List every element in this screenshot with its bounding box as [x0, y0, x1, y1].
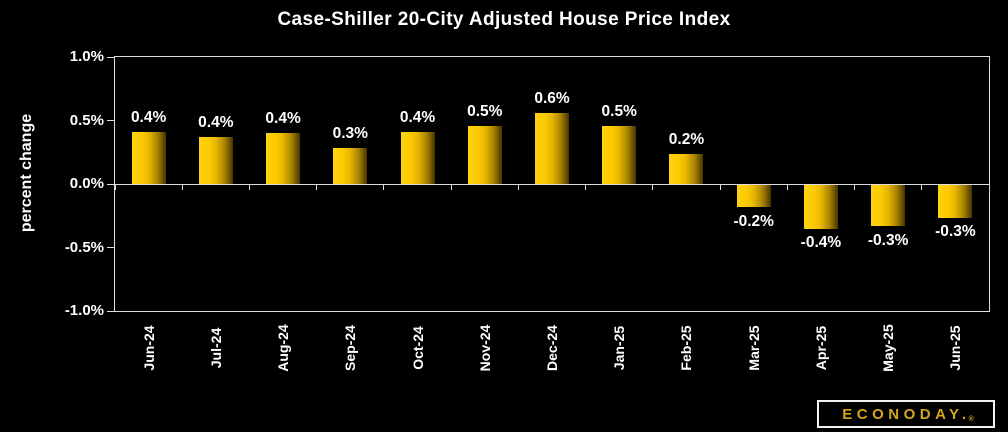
bar-Dec-24 — [535, 112, 569, 184]
x-axis-tick-mark — [248, 184, 250, 190]
x-axis-tick-mark — [786, 184, 788, 190]
bar-value-label: -0.3% — [867, 231, 909, 249]
bar-value-label: 0.5% — [601, 102, 637, 120]
x-tick-label: May-25 — [880, 324, 897, 372]
x-axis-tick-mark — [383, 184, 385, 190]
bar-Jul-24 — [198, 137, 233, 184]
econoday-logo: ECONODAY. ® — [817, 400, 995, 428]
x-axis-tick-mark — [517, 184, 519, 190]
bar-Nov-24 — [467, 125, 502, 184]
chart-title: Case-Shiller 20-City Adjusted House Pric… — [277, 9, 731, 30]
bar-Aug-24 — [266, 133, 301, 184]
x-axis-tick-mark — [921, 184, 923, 190]
y-tick-label: -0.5% — [64, 238, 104, 256]
econoday-logo-text: ECONODAY. — [842, 405, 971, 423]
x-tick-label: Jul-24 — [207, 327, 224, 369]
x-axis-tick-mark — [585, 184, 587, 190]
bar-value-label: -0.3% — [935, 223, 976, 241]
y-axis-tick-mark — [107, 120, 114, 121]
x-tick-label: Jan-25 — [611, 325, 628, 371]
y-axis-tick-mark — [107, 247, 114, 248]
x-tick-label: Apr-25 — [812, 325, 829, 371]
x-tick-label: Oct-24 — [409, 326, 426, 370]
y-axis-tick-mark — [107, 183, 114, 185]
x-axis-tick-mark — [181, 184, 183, 190]
x-axis-tick-mark — [988, 184, 990, 190]
bar-Oct-24 — [400, 131, 435, 184]
y-tick-label: 0.0% — [69, 175, 104, 192]
x-tick-label: Nov-24 — [476, 324, 493, 372]
bar-value-label: 0.2% — [668, 130, 705, 148]
bar-value-label: -0.2% — [733, 212, 774, 230]
zero-axis-line — [115, 183, 989, 185]
x-tick-label: Aug-24 — [275, 324, 292, 372]
y-axis-tick-mark — [107, 310, 114, 312]
bar-Feb-25 — [669, 153, 704, 184]
y-tick-label: -1.0% — [64, 302, 104, 319]
bar-value-label: 0.4% — [198, 114, 234, 131]
bar-Apr-25 — [803, 184, 838, 229]
bar-Jun-25 — [938, 184, 973, 218]
x-axis-tick-mark — [719, 184, 721, 190]
bar-value-label: 0.4% — [399, 108, 436, 126]
x-axis-tick-mark — [114, 184, 116, 190]
bar-Sep-24 — [333, 148, 368, 184]
bar-May-25 — [871, 184, 906, 227]
x-axis-tick-mark — [316, 184, 318, 190]
registered-trademark-icon: ® — [968, 416, 974, 423]
x-tick-label: Feb-25 — [678, 325, 695, 371]
y-tick-label: 1.0% — [69, 48, 104, 65]
bar-value-label: -0.4% — [800, 234, 842, 252]
x-tick-label: Jun-24 — [140, 325, 157, 371]
bar-value-label: 0.5% — [467, 102, 503, 120]
x-tick-label: Dec-24 — [544, 325, 560, 371]
bar-value-label: 0.4% — [130, 108, 167, 126]
bar-Jan-25 — [602, 125, 637, 184]
y-tick-label: 0.5% — [69, 111, 104, 129]
x-tick-label: Mar-25 — [745, 325, 762, 371]
x-axis-tick-mark — [450, 184, 452, 190]
x-tick-label: Jun-25 — [947, 325, 964, 371]
x-tick-label: Sep-24 — [342, 325, 359, 371]
x-axis-tick-mark — [854, 184, 856, 190]
x-axis-tick-mark — [652, 184, 654, 190]
bar-Jun-24 — [131, 131, 166, 184]
bar-value-label: 0.4% — [265, 110, 301, 128]
bar-Mar-25 — [736, 184, 771, 208]
bar-value-label: 0.6% — [534, 89, 570, 107]
bar-value-label: 0.3% — [332, 125, 368, 143]
y-axis-tick-mark — [107, 56, 114, 58]
